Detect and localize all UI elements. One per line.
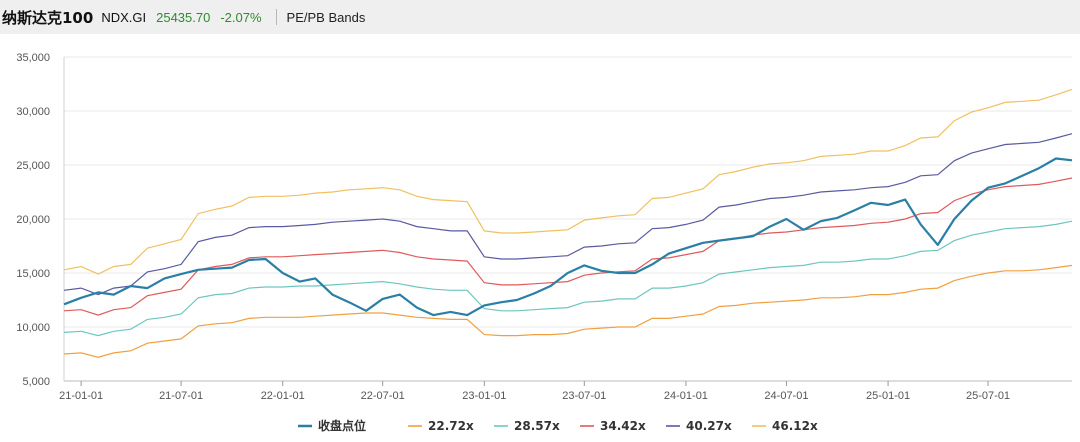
x-tick-label: 21-07-01 <box>159 390 203 402</box>
x-tick-label: 22-07-01 <box>361 390 405 402</box>
index-change: -2.07% <box>220 9 262 25</box>
x-tick-label: 22-01-01 <box>261 390 305 402</box>
y-tick-label: 15,000 <box>16 268 50 280</box>
pe-band-chart: 5,000 10,000 15,000 20,000 25,000 30,000 35,00… <box>16 52 1073 433</box>
y-tick-label: 35,000 <box>16 52 50 64</box>
x-tick-label: 24-01-01 <box>664 390 708 402</box>
header-divider <box>275 9 277 25</box>
legend-label: 22.72x <box>428 419 474 433</box>
x-tick-label: 21-01-01 <box>59 390 103 402</box>
index-code: NDX.GI <box>101 9 147 25</box>
legend-label: 收盘点位 <box>318 418 366 433</box>
y-tick-label: 5,000 <box>22 376 50 388</box>
band-line-28-57x <box>63 220 1073 337</box>
band-line-22-72x <box>63 264 1073 358</box>
x-tick-label: 23-01-01 <box>462 390 506 402</box>
legend-label: 46.12x <box>772 419 818 433</box>
legend-label: 28.57x <box>514 419 560 433</box>
x-tick-label: 23-07-01 <box>562 390 606 402</box>
header-bar: 纳斯达克100 NDX.GI 25435.70 -2.07% PE/PB Ban… <box>0 0 1080 34</box>
band-line-46-12x <box>63 88 1073 275</box>
y-tick-label: 30,000 <box>16 106 50 118</box>
legend-label: 34.42x <box>600 419 646 433</box>
close-price-line <box>63 157 1073 317</box>
band-line-34-42x <box>63 177 1073 316</box>
band-type-label[interactable]: PE/PB Bands <box>286 9 366 25</box>
index-title: 纳斯达克100 <box>2 8 94 27</box>
x-tick-label: 24-07-01 <box>764 390 808 402</box>
legend-label: 40.27x <box>686 419 732 433</box>
x-tick-label: 25-01-01 <box>866 390 910 402</box>
y-tick-label: 25,000 <box>16 160 50 172</box>
y-tick-label: 10,000 <box>16 322 50 334</box>
y-tick-label: 20,000 <box>16 214 50 226</box>
x-tick-label: 25-07-01 <box>966 390 1010 402</box>
band-line-40-27x <box>63 133 1073 296</box>
index-price: 25435.70 <box>156 9 211 25</box>
